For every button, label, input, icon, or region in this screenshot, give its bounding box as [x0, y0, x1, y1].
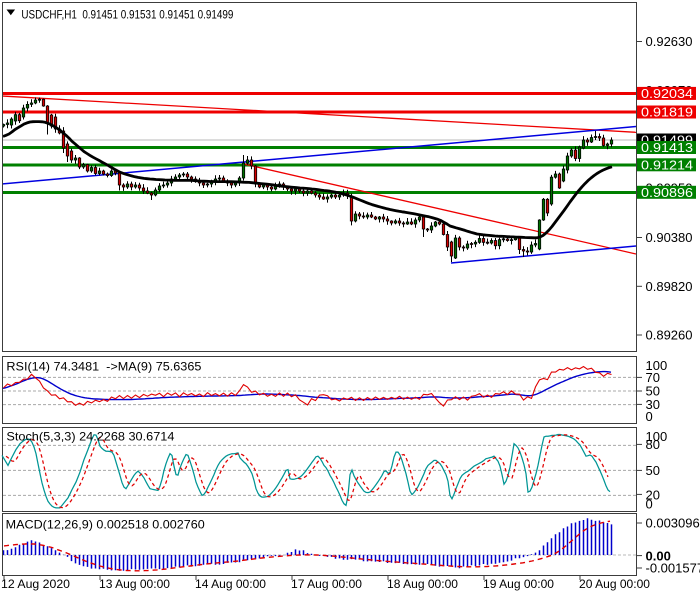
- svg-text:20: 20: [646, 488, 660, 503]
- svg-text:13 Aug 00:00: 13 Aug 00:00: [99, 577, 170, 591]
- svg-text:18 Aug 00:00: 18 Aug 00:00: [387, 577, 458, 591]
- svg-text:0.91214: 0.91214: [641, 158, 693, 173]
- svg-text:0.90380: 0.90380: [646, 230, 693, 245]
- svg-text:100: 100: [646, 429, 668, 444]
- svg-text:0.89820: 0.89820: [646, 279, 693, 294]
- svg-text:0.90896: 0.90896: [641, 185, 693, 200]
- svg-text:70: 70: [646, 370, 660, 385]
- svg-text:19 Aug 00:00: 19 Aug 00:00: [483, 577, 554, 591]
- svg-text:MACD(12,26,9) 0.002518 0.00276: MACD(12,26,9) 0.002518 0.002760: [6, 518, 205, 532]
- svg-text:USDCHF,H1 0.91451 0.91531 0.9: USDCHF,H1 0.91451 0.91531 0.91451 0.9149…: [21, 7, 233, 21]
- svg-text:0: 0: [646, 409, 653, 424]
- svg-text:RSI(14) 74.3481 ->MA(9) 75.63: RSI(14) 74.3481 ->MA(9) 75.6365: [6, 360, 201, 374]
- svg-text:0.89260: 0.89260: [646, 328, 693, 343]
- svg-text:17 Aug 00:00: 17 Aug 00:00: [291, 577, 362, 591]
- svg-text:Stoch(5,3,3) 24.2268 30.6714: Stoch(5,3,3) 24.2268 30.6714: [6, 429, 174, 443]
- svg-text:0.91413: 0.91413: [641, 140, 693, 155]
- svg-text:20 Aug 00:00: 20 Aug 00:00: [579, 577, 650, 591]
- svg-text:0: 0: [646, 497, 653, 512]
- svg-text:100: 100: [646, 358, 668, 373]
- svg-text:30: 30: [646, 397, 660, 412]
- svg-text:0.91819: 0.91819: [641, 105, 693, 120]
- svg-text:14 Aug 00:00: 14 Aug 00:00: [195, 577, 266, 591]
- svg-text:50: 50: [646, 463, 660, 478]
- svg-text:0.00: 0.00: [646, 548, 671, 563]
- svg-text:0.003096: 0.003096: [646, 516, 700, 531]
- svg-text:-0.001577: -0.001577: [646, 561, 700, 576]
- svg-text:0.92630: 0.92630: [646, 34, 693, 49]
- svg-text:50: 50: [646, 384, 660, 399]
- svg-text:12 Aug 2020: 12 Aug 2020: [1, 577, 70, 591]
- svg-text:0.92034: 0.92034: [641, 86, 693, 101]
- svg-text:80: 80: [646, 437, 660, 452]
